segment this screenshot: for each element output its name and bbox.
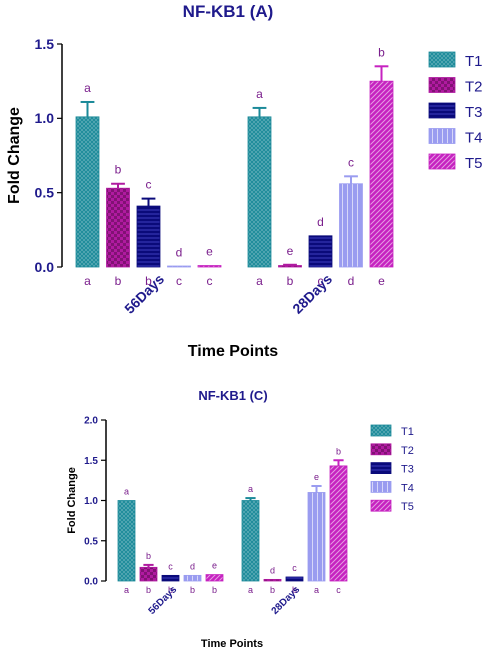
chart-c: NF-KB1 (C) 0.0 0.5 1.0 1.5 2.0 Fold Change Time…	[66, 388, 414, 650]
legend-label: T1	[465, 53, 483, 70]
bar-t5-28days	[369, 80, 394, 268]
significance-letter: e	[212, 561, 217, 571]
bottom-letter: c	[176, 274, 182, 288]
significance-letter: d	[317, 215, 324, 229]
significance-letter: c	[292, 563, 297, 573]
bottom-letter: a	[84, 274, 91, 288]
bottom-letter: a	[124, 585, 129, 595]
bottom-letter: c	[318, 274, 324, 288]
y-tick-label: 2.0	[84, 416, 98, 427]
bottom-letter: a	[248, 585, 253, 595]
y-tick-label: 0.0	[35, 259, 55, 275]
bar-t4-56days	[183, 574, 202, 582]
significance-letter: a	[248, 484, 253, 494]
bar-t4-28days	[307, 492, 326, 582]
legend-swatch-t3	[428, 102, 456, 119]
bottom-letter: b	[270, 585, 275, 595]
significance-letter: d	[190, 561, 195, 571]
x-category-label: 28Days	[289, 271, 335, 317]
bottom-letter: b	[145, 274, 152, 288]
bar-t3-56days	[136, 205, 161, 268]
significance-letter: d	[270, 565, 275, 575]
bottom-letter: b	[287, 274, 294, 288]
bar-t5-28days	[329, 465, 348, 582]
bar-t2-56days	[139, 566, 158, 582]
legend-label: T1	[401, 426, 414, 438]
legend-label: T2	[401, 445, 414, 457]
y-axis-label: Fold Change	[66, 467, 78, 534]
significance-letter: c	[348, 155, 354, 169]
legend-swatch-t1	[370, 424, 392, 437]
x-axis-label: Time Points	[188, 343, 278, 360]
bar-t1-56days	[75, 116, 100, 268]
legend-label: T4	[465, 130, 483, 147]
y-tick-label: 1.5	[35, 36, 55, 52]
legend-swatch-t5	[428, 153, 456, 170]
bottom-letter: b	[168, 585, 173, 595]
legend-label: T3	[401, 464, 414, 476]
legend-label: T5	[401, 501, 414, 513]
bottom-letter: b	[146, 585, 151, 595]
y-tick-label: 1.5	[84, 456, 98, 467]
significance-letter: b	[336, 446, 341, 456]
legend-swatch-t2	[428, 77, 456, 93]
legend-label: T3	[465, 104, 483, 121]
significance-letter: e	[287, 244, 294, 258]
bottom-letter: e	[378, 274, 385, 288]
significance-letter: c	[168, 561, 173, 571]
significance-letter: a	[256, 87, 263, 101]
bar-t1-28days	[241, 500, 260, 582]
legend-swatch-t3	[370, 462, 392, 474]
significance-letter: d	[176, 245, 183, 259]
bottom-letter: c	[207, 274, 213, 288]
bar-t2-28days	[263, 578, 282, 582]
bottom-letter: b	[212, 585, 217, 595]
y-tick-label: 1.0	[35, 110, 55, 126]
significance-letter: a	[124, 487, 129, 497]
y-tick-label: 0.5	[84, 536, 98, 547]
bottom-letter: b	[292, 585, 297, 595]
significance-letter: b	[146, 551, 151, 561]
significance-letter: e	[314, 472, 319, 482]
legend-swatch-t4	[370, 481, 392, 493]
significance-letter: b	[378, 45, 385, 59]
chart-title: NF-KB1 (A)	[183, 2, 274, 21]
bottom-letter: a	[256, 274, 263, 288]
y-tick-label: 0.0	[84, 577, 98, 588]
legend-swatch-t1	[428, 51, 456, 68]
bottom-letter: a	[314, 585, 319, 595]
bar-t5-56days	[197, 265, 222, 268]
legend-swatch-t4	[428, 128, 456, 144]
bottom-letter: b	[115, 274, 122, 288]
chart-title: NF-KB1 (C)	[198, 388, 267, 403]
legend-label: T5	[465, 155, 483, 172]
significance-letter: e	[206, 245, 213, 259]
significance-letter: b	[115, 163, 122, 177]
bar-t1-28days	[247, 116, 272, 268]
bar-t5-56days	[205, 574, 224, 582]
bar-t3-28days	[285, 576, 304, 582]
chart-a: NF-KB1 (A) 0.0 0.5 1.0 1.5 Fold Change Time Po…	[6, 2, 483, 360]
bottom-letter: b	[190, 585, 195, 595]
bar-t3-28days	[308, 235, 333, 268]
x-axis-label: Time Points	[201, 638, 263, 650]
y-axis-label: Fold Change	[6, 107, 23, 204]
bar-t4-28days	[339, 183, 363, 268]
y-tick-label: 1.0	[84, 496, 98, 507]
bottom-letter: c	[336, 585, 341, 595]
bar-t3-56days	[161, 574, 180, 582]
legend-label: T2	[465, 79, 483, 96]
bar-t2-56days	[106, 187, 130, 268]
x-category-label: 56Days	[147, 584, 180, 617]
bar-t1-56days	[117, 500, 136, 582]
bottom-letter: d	[348, 274, 355, 288]
significance-letter: a	[84, 81, 91, 95]
legend-swatch-t2	[370, 443, 392, 456]
legend-swatch-t5	[370, 499, 392, 512]
y-tick-label: 0.5	[35, 185, 55, 201]
bar-t4-56days	[167, 265, 191, 268]
significance-letter: c	[146, 178, 152, 192]
legend-label: T4	[401, 482, 414, 494]
